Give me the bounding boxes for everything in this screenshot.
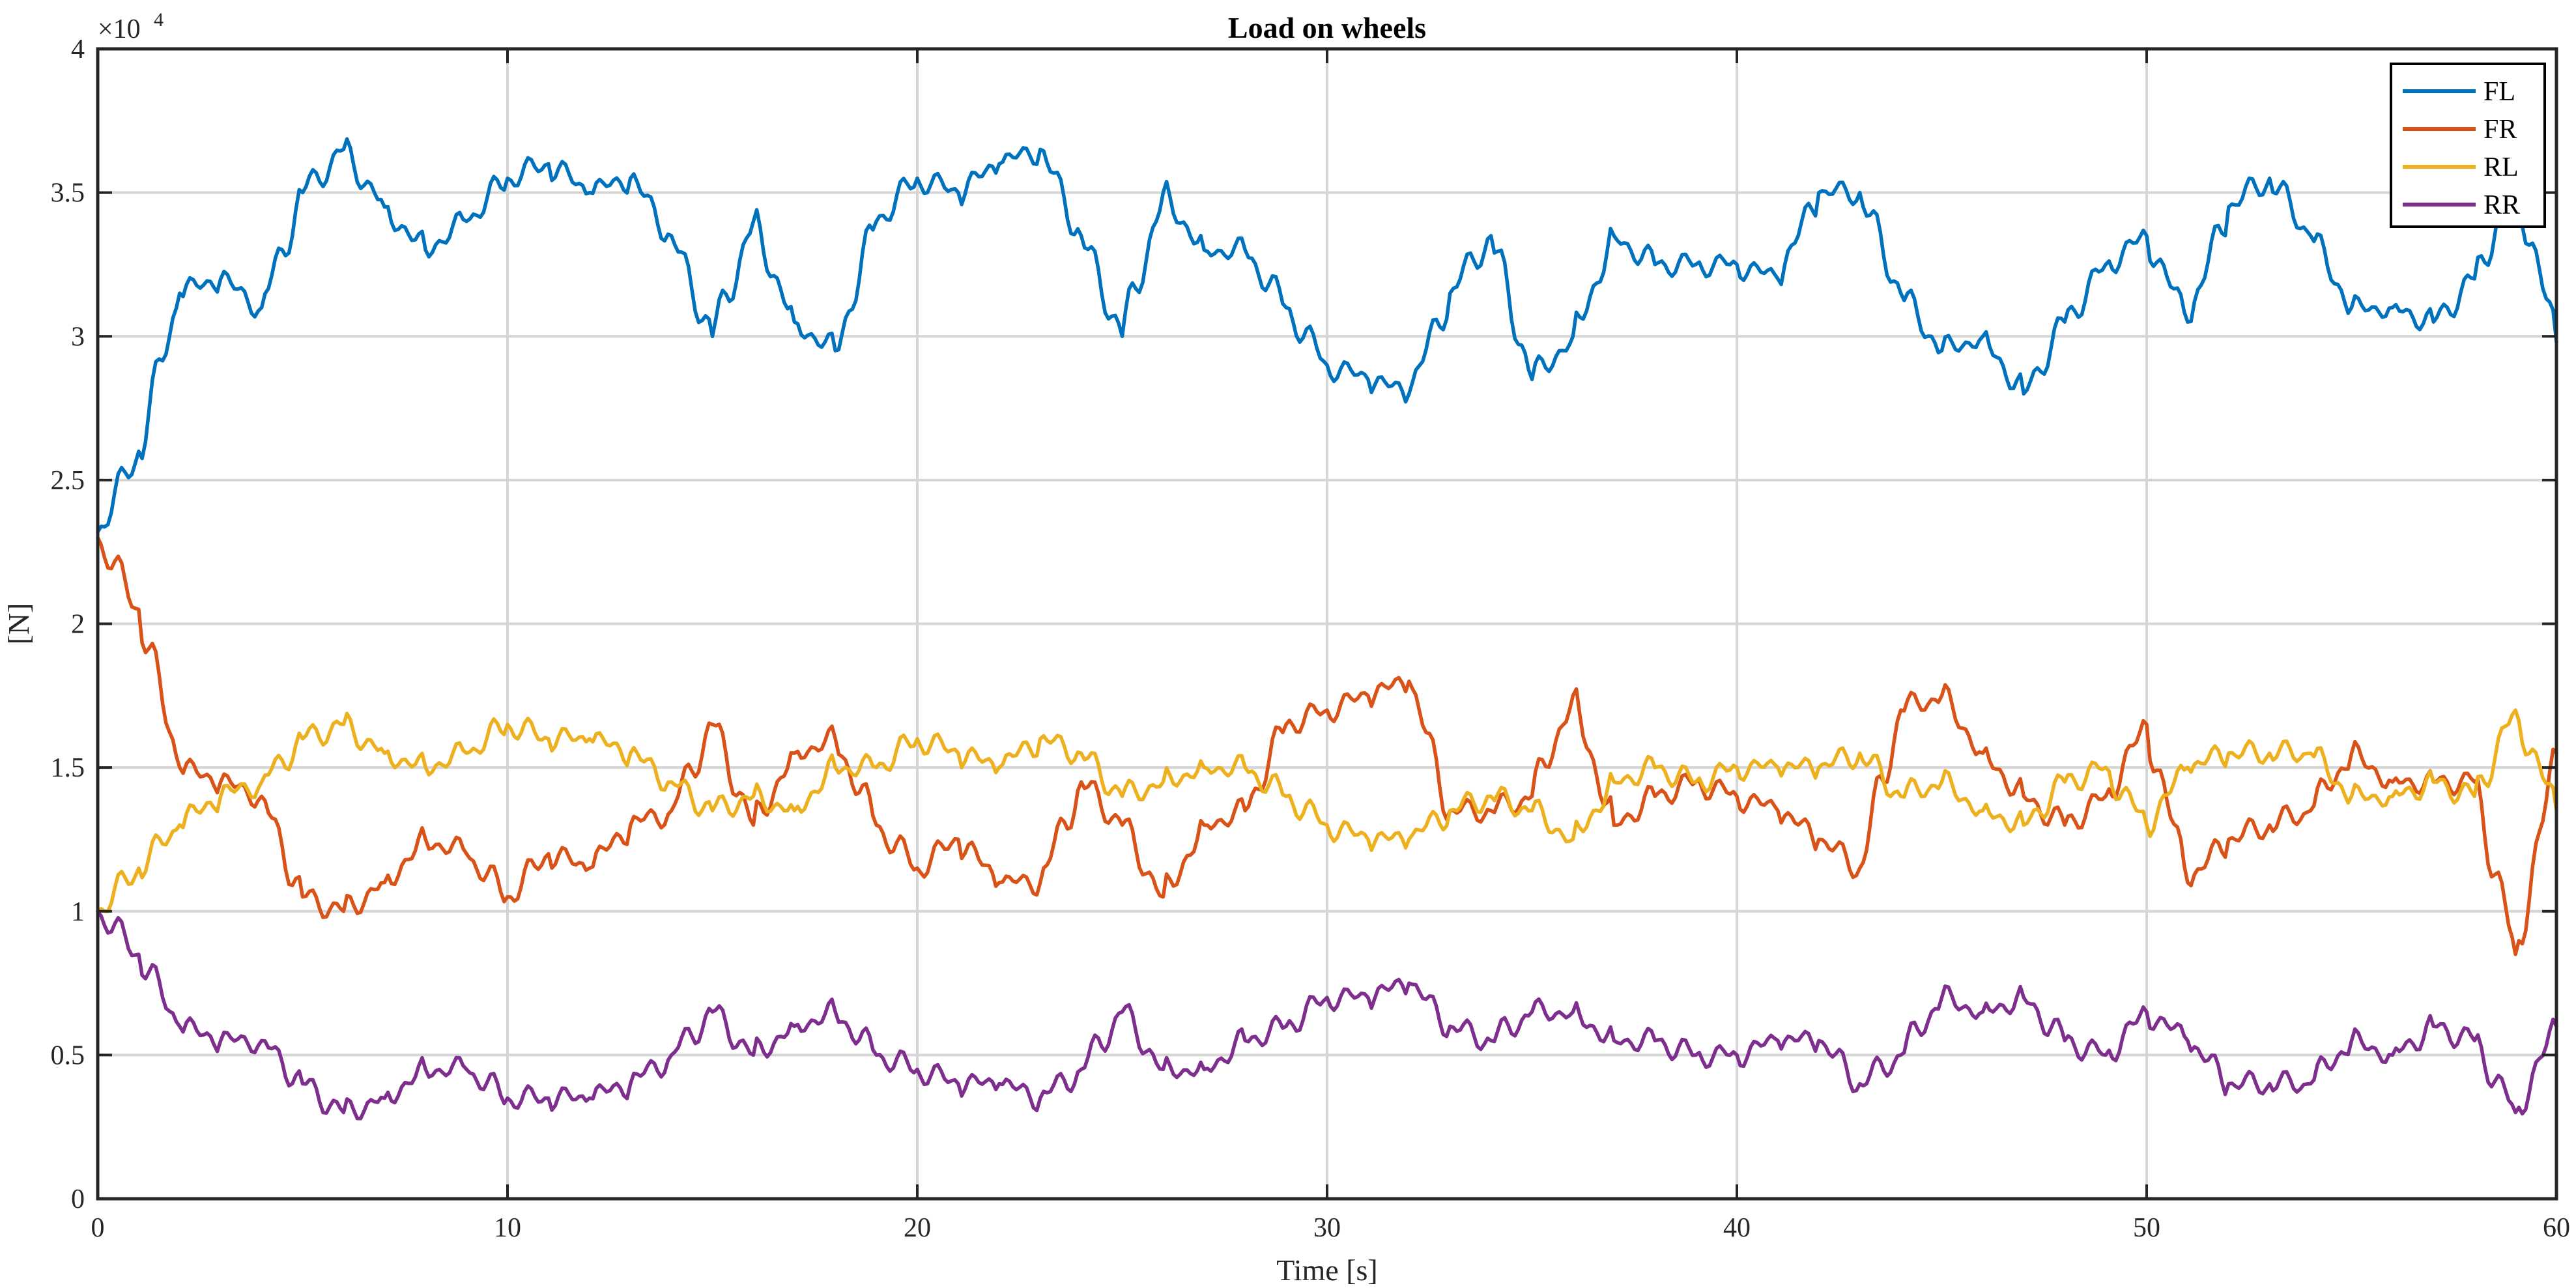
y-axis-exponent-power: 4 [154, 9, 164, 31]
series-line-rr [96, 909, 2558, 1121]
y-axis-label: [N] [2, 603, 35, 645]
y-tick-label: 0.5 [51, 1040, 85, 1070]
x-tick-label: 50 [2133, 1213, 2160, 1243]
x-axis-tick-labels: 0 10 20 30 40 50 60 [91, 1213, 2571, 1243]
y-tick-label: 3 [71, 322, 85, 352]
grid [98, 49, 2556, 1199]
y-tick-label: 2.5 [51, 466, 85, 496]
legend-label-fl: FL [2483, 77, 2515, 107]
chart-title: Load on wheels [1228, 11, 1426, 44]
y-tick-label: 2 [71, 610, 85, 640]
x-axis-label: Time [s] [1276, 1253, 1378, 1287]
y-tick-label: 3.5 [51, 179, 85, 208]
x-tick-label: 20 [904, 1213, 931, 1243]
x-tick-label: 10 [494, 1213, 521, 1243]
series-layer [96, 137, 2558, 1121]
x-tick-label: 60 [2543, 1213, 2570, 1243]
y-axis-exponent-base: ×10 [98, 14, 141, 44]
legend-label-rr: RR [2483, 190, 2520, 220]
x-tick-label: 0 [91, 1213, 105, 1243]
y-tick-label: 4 [71, 35, 85, 64]
legend-box [2390, 63, 2546, 228]
y-tick-label: 1.5 [51, 753, 85, 783]
series-line-fr [96, 536, 2558, 956]
y-axis-tick-labels: 0 0.5 1 1.5 2 2.5 3 3.5 4 [51, 35, 85, 1214]
x-tick-label: 40 [1723, 1213, 1751, 1243]
series-line-fl [96, 137, 2558, 534]
y-axis-exponent: ×10 4 [98, 9, 164, 44]
x-tick-label: 30 [1313, 1213, 1341, 1243]
y-tick-label: 0 [71, 1184, 85, 1214]
series-line-rl [96, 708, 2558, 913]
legend-label-fr: FR [2483, 115, 2517, 145]
y-tick-label: 1 [71, 897, 85, 927]
legend: FL FR RL RR [2390, 63, 2546, 228]
legend-label-rl: RL [2483, 152, 2519, 182]
axis-ticks [96, 48, 2558, 1200]
